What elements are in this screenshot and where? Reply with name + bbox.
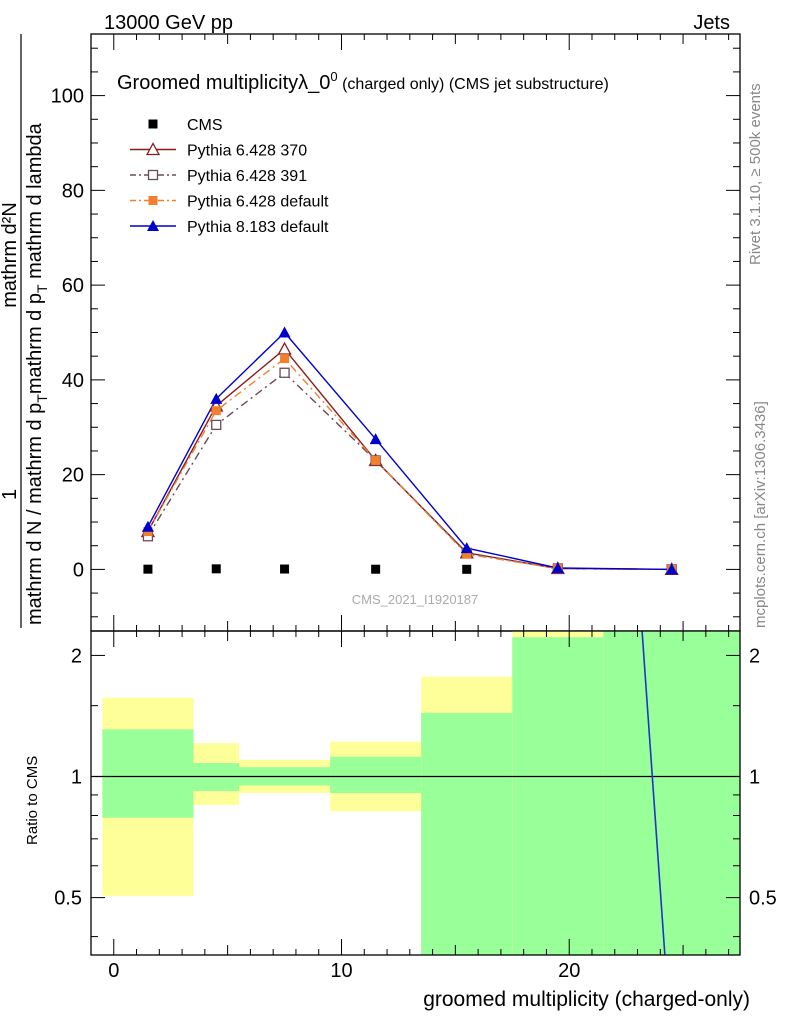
green-band [330, 756, 422, 793]
legend-marker [147, 169, 159, 181]
plot-title-suffix: (charged only) (CMS jet substructure) [338, 76, 609, 93]
y-tick-label: 20 [62, 465, 84, 487]
ratio-y-tick-label-right: 0.5 [749, 888, 777, 910]
y-label-denominator-tail: mathrm d p [24, 293, 46, 394]
series-1-point [277, 341, 292, 355]
y-label-denominator-sub: T [34, 394, 50, 403]
series-2-point [211, 419, 222, 431]
ratio-y-label: Ratio to CMS [24, 756, 41, 845]
x-tick-label: 10 [330, 960, 352, 982]
series-line-1 [147, 348, 672, 571]
legend-label: Pythia 6.428 370 [187, 143, 307, 160]
series-2-point [279, 367, 290, 378]
mcplots-label: mcplots.cern.ch [arXiv:1306.3436] [752, 401, 769, 628]
legend-label: Pythia 6.428 default [187, 194, 329, 211]
y-tick-label: 80 [62, 180, 84, 202]
series-4-point [665, 563, 678, 575]
legend: CMS Pythia 6.428 370 Pythia 6.428 391 Pythi… [130, 117, 329, 236]
y-tick-label: 60 [62, 275, 84, 297]
x-axis-ticks [90, 34, 730, 631]
series-0-point [143, 564, 153, 574]
plot-title-sup: 0 [330, 69, 337, 84]
ratio-y-tick-label: 0.5 [54, 888, 82, 910]
series-4-point [460, 542, 473, 554]
x-tick-label: 20 [558, 960, 580, 982]
series-lines [147, 331, 672, 571]
series-0-point [211, 564, 221, 574]
green-band [512, 637, 604, 955]
series-line-4 [147, 331, 672, 571]
ratio-lines [91, 630, 740, 956]
y-tick-label: 0 [73, 559, 84, 581]
green-band [102, 729, 194, 818]
y-label-denominator: mathrm d N / mathrm d pTmathrm d pT math… [24, 122, 50, 625]
legend-marker [145, 142, 161, 156]
legend-marker [148, 196, 158, 205]
legend-marker [147, 220, 159, 231]
y-tick-label: 40 [62, 370, 84, 392]
y-label-denominator-end: mathrm d lambda [24, 122, 46, 284]
y-axis-label: 1 mathrm d²N mathrm d N / mathrm d pTmat… [0, 34, 50, 628]
green-band [603, 631, 740, 955]
series-0-point [371, 564, 381, 574]
series-0-point [280, 564, 290, 574]
x-axis-label: groomed multiplicity (charged-only) [423, 988, 750, 1011]
watermark: CMS_2021_I1920187 [352, 592, 479, 607]
plot-title-main: Groomed multiplicityλ_0 [117, 72, 330, 94]
ratio-y-tick-label-right: 1 [749, 767, 760, 789]
y-label-denominator-tail-sub: T [34, 284, 50, 293]
series-line-3 [147, 357, 672, 571]
ratio-y-tick-label-right: 2 [749, 645, 760, 667]
y-axis-ticks: 0 20 40 60 80 100 [51, 47, 740, 618]
ratio-series-line [641, 630, 666, 956]
series-4-point [551, 561, 564, 573]
series-3-point [462, 549, 472, 559]
ratio-plot-frame [90, 630, 741, 956]
legend-marker [148, 119, 158, 129]
energy-label: 13000 GeV pp [104, 12, 233, 34]
series-line-2 [147, 371, 672, 571]
y-label-numerator-right: mathrm d²N [0, 202, 21, 308]
legend-label: CMS [187, 117, 223, 134]
x-tick-label: 0 [108, 960, 119, 982]
y-label-denominator-main: mathrm d N / mathrm d p [24, 403, 46, 625]
ratio-uncertainty-bands [102, 631, 740, 955]
series-0-point [462, 564, 472, 574]
ratio-y-axis-ticks: 0.5 0.5 1 1 2 2 [54, 645, 777, 938]
series-4-point [210, 392, 223, 404]
legend-label: Pythia 6.428 391 [187, 168, 307, 185]
legend-label: Pythia 8.183 default [187, 219, 329, 236]
series-markers [140, 326, 679, 576]
series-3-point [211, 406, 221, 416]
ratio-y-tick-label: 1 [71, 767, 82, 789]
green-band [421, 712, 513, 955]
series-4-point [369, 433, 382, 445]
y-label-numerator: 1 [0, 489, 21, 500]
series-3-point [280, 354, 290, 364]
series-4-point [141, 520, 154, 532]
main-panel: CMS_2021_I1920187 0 20 40 60 80 100 Groomed m… [0, 33, 741, 632]
rivet-label: Rivet 3.1.10, ≥ 500k events [747, 83, 764, 265]
series-4-point [278, 326, 291, 338]
plot-title: Groomed multiplicityλ_00 (charged only) … [117, 69, 609, 94]
series-3-point [371, 455, 381, 465]
ratio-panel: 0.5 0.5 1 1 2 2 0 10 20 Ratio to CMS groomed mu… [24, 630, 777, 1011]
process-label: Jets [693, 12, 730, 34]
y-tick-label: 100 [51, 86, 84, 108]
ratio-y-tick-label: 2 [71, 645, 82, 667]
